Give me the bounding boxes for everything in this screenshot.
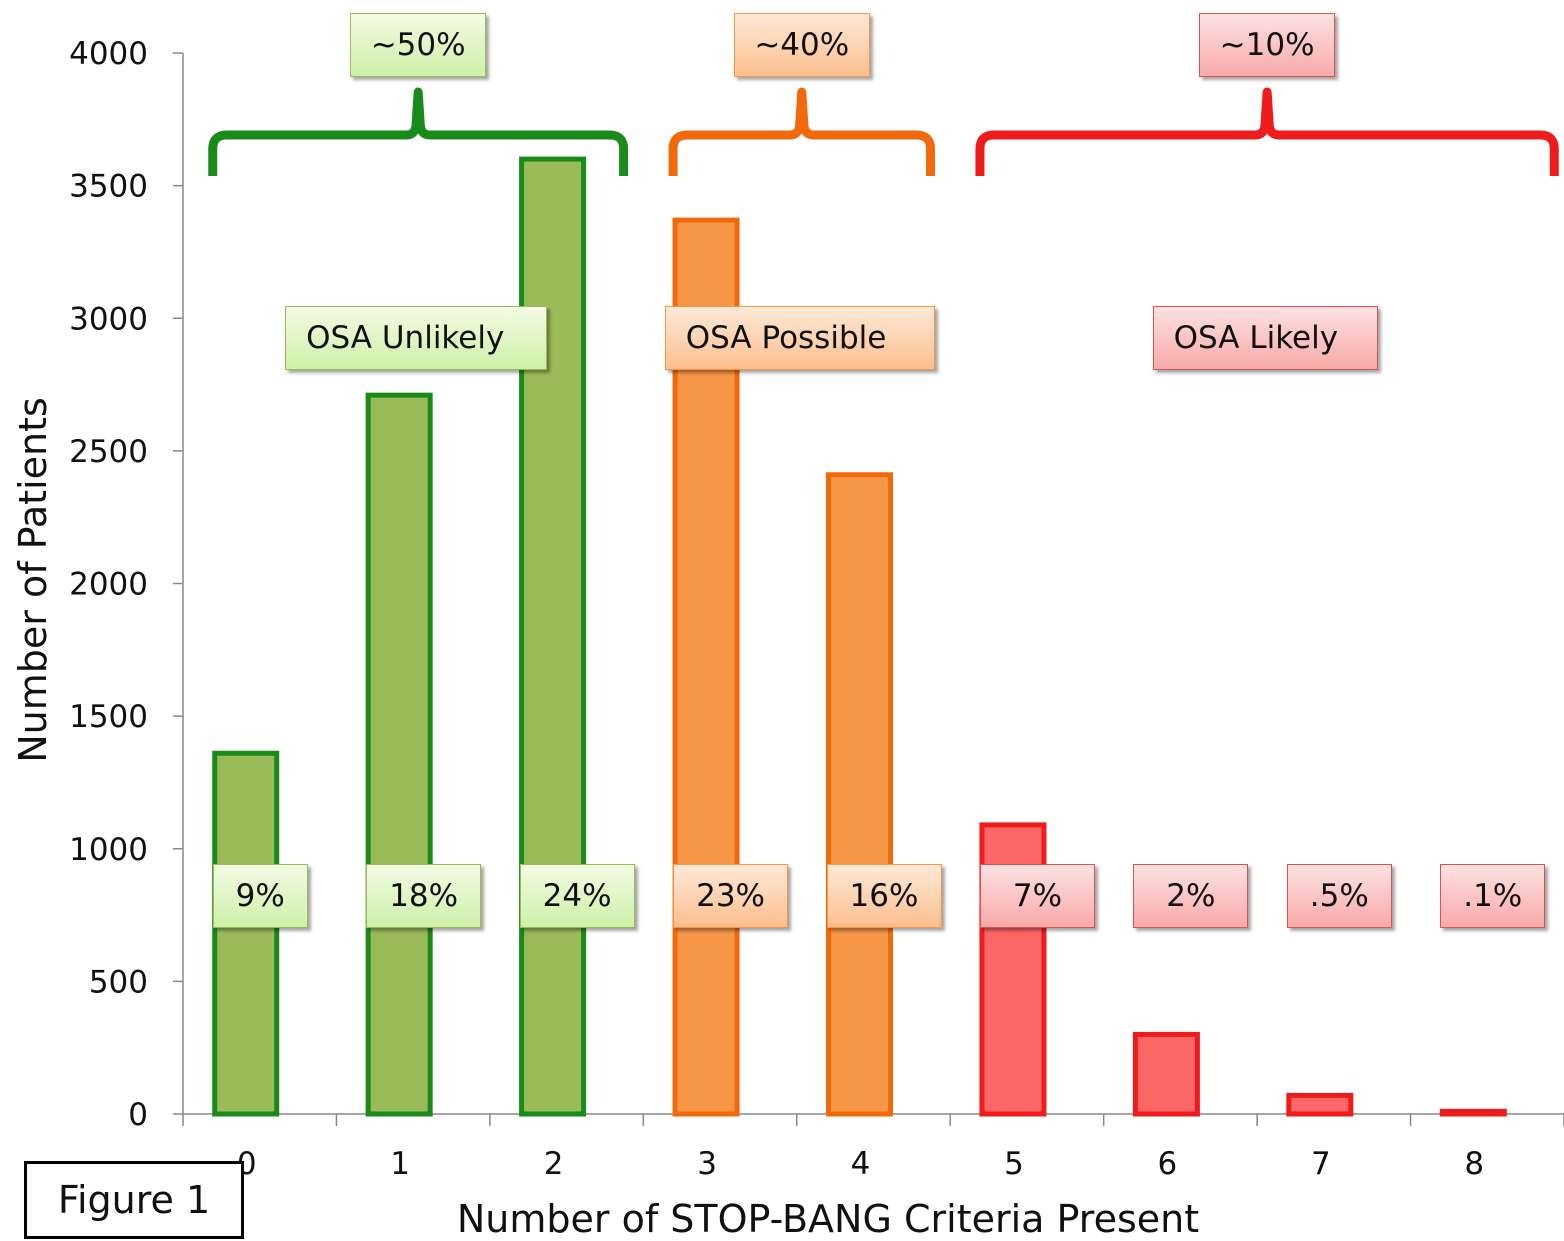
y-tick-label: 1000 [69, 832, 148, 868]
bar [212, 750, 280, 1117]
y-tick-label: 2000 [69, 567, 148, 603]
bar-percent-label: 7% [979, 864, 1095, 928]
group-brace [208, 87, 629, 176]
y-axis-label: Number of Patients [11, 397, 55, 763]
group-brace [668, 87, 935, 176]
x-tick-label: 5 [1004, 1146, 1024, 1182]
group-share-label: ~10% [1199, 13, 1336, 77]
x-tick-label: 6 [1158, 1146, 1178, 1182]
y-tick-label: 2500 [69, 434, 148, 470]
bar [519, 156, 587, 1117]
x-tick-label: 1 [390, 1146, 410, 1182]
x-tick-label: 7 [1311, 1146, 1331, 1182]
y-tick-label: 3000 [69, 301, 148, 337]
x-tick-label: 2 [544, 1146, 564, 1182]
bar-percent-label: 23% [673, 864, 789, 928]
bar-percent-label: .5% [1286, 864, 1392, 928]
group-category-label: OSA Likely [1152, 306, 1378, 370]
group-category-label: OSA Unlikely [285, 306, 548, 370]
y-tick-label: 0 [128, 1097, 148, 1133]
y-tick-label: 3500 [69, 169, 148, 205]
x-axis-label: Number of STOP-BANG Criteria Present [457, 1197, 1199, 1241]
group-category-label: OSA Possible [664, 306, 935, 370]
x-tick-label: 3 [697, 1146, 717, 1182]
bar [826, 472, 893, 1117]
bar [365, 392, 433, 1117]
bar [1439, 1108, 1507, 1117]
group-brace [975, 87, 1559, 176]
y-tick-label: 4000 [69, 36, 148, 72]
bar-percent-label: 24% [519, 864, 635, 928]
bar [1286, 1092, 1354, 1117]
bar-percent-label: 16% [826, 864, 942, 928]
y-tick-label: 1500 [69, 699, 148, 735]
group-braces [208, 87, 1559, 176]
bar-percent-label: 9% [212, 864, 308, 928]
bar-percent-label: .1% [1440, 864, 1546, 928]
bar-percent-label: 2% [1133, 864, 1249, 928]
chart-bars [212, 156, 1507, 1117]
figure-label: Figure 1 [24, 1161, 244, 1239]
bar-percent-label: 18% [366, 864, 482, 928]
x-tick-label: 4 [851, 1146, 871, 1182]
y-tick-label: 500 [89, 964, 148, 1000]
group-share-label: ~50% [350, 13, 487, 77]
group-share-label: ~40% [733, 13, 870, 77]
bar [1132, 1031, 1200, 1117]
x-tick-label: 8 [1464, 1146, 1484, 1182]
